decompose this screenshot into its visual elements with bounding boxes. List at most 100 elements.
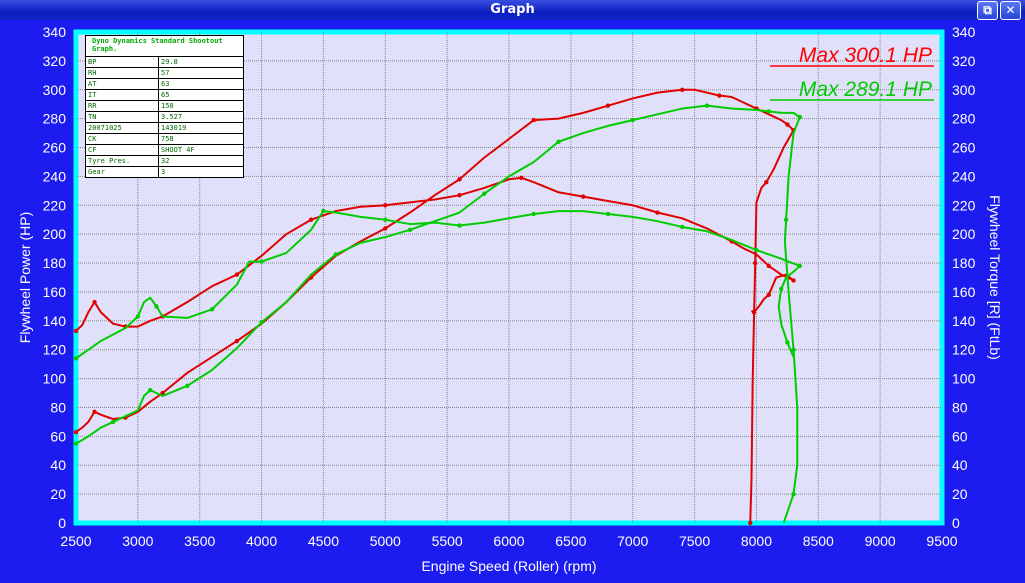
y-tick-label-left: 340	[43, 24, 67, 40]
data-point	[110, 419, 116, 425]
data-point	[791, 491, 796, 497]
data-point	[778, 286, 784, 292]
series-line-power-coastdown	[782, 116, 801, 524]
data-point	[754, 247, 759, 253]
x-tick-label: 8000	[741, 533, 772, 549]
y-tick-label-right: 120	[952, 342, 976, 358]
y2-axis-label: Flywheel Torque [R] (FtLb)	[987, 195, 1003, 360]
x-tick-label: 9500	[926, 533, 957, 549]
y-tick-label-right: 220	[952, 197, 976, 213]
info-value: 758	[158, 133, 243, 145]
y-tick-label-left: 260	[43, 140, 67, 156]
series-line-power	[75, 88, 795, 433]
y-tick-label-left: 160	[43, 284, 67, 300]
y-tick-label-right: 20	[952, 486, 968, 502]
data-point	[531, 117, 536, 123]
info-row: Gear 3	[86, 166, 243, 177]
info-key: IT	[86, 89, 159, 101]
x-tick-label: 4000	[246, 533, 277, 549]
info-key: TN	[86, 111, 159, 123]
info-value: 63	[158, 78, 243, 90]
info-key: CK	[86, 133, 159, 145]
y-tick-label-right: 200	[952, 226, 976, 242]
info-row: IT 65	[86, 89, 243, 101]
info-key: RR	[86, 100, 159, 112]
info-value: 150	[158, 100, 243, 112]
y-tick-label-right: 80	[952, 399, 968, 415]
close-button[interactable]: ✕	[1000, 1, 1021, 20]
info-value: 3.527	[158, 111, 243, 123]
restore-button[interactable]: ⧉	[977, 1, 998, 20]
x-tick-label: 2500	[60, 533, 91, 549]
data-point	[234, 338, 240, 344]
info-value: SHOOT 4F	[158, 144, 243, 156]
x-tick-label: 4500	[308, 533, 339, 549]
series-line-torque	[75, 176, 794, 332]
x-tick-label: 6000	[493, 533, 524, 549]
info-key: Gear	[86, 166, 159, 177]
x-tick-label: 9000	[865, 533, 896, 549]
y-tick-label-left: 40	[50, 457, 66, 473]
data-point	[73, 441, 79, 446]
info-key: BP	[86, 57, 159, 68]
y-axis-label: Flywheel Power (HP)	[17, 212, 33, 343]
data-point	[751, 309, 757, 315]
data-point	[752, 260, 758, 266]
data-point	[717, 93, 722, 98]
y-tick-label-right: 240	[952, 168, 976, 184]
data-point	[766, 263, 771, 269]
data-point	[383, 203, 388, 208]
data-point	[92, 409, 97, 415]
data-point	[785, 340, 790, 345]
data-point	[154, 304, 159, 309]
info-key: Tyre Pres.	[86, 155, 159, 167]
info-row: Tyre Pres. 32	[86, 155, 243, 167]
y-tick-label-right: 100	[952, 371, 976, 387]
data-point	[383, 217, 388, 222]
y-tick-label-right: 60	[952, 428, 968, 444]
y-tick-label-right: 320	[952, 53, 976, 69]
x-tick-label: 3000	[122, 533, 153, 549]
data-point	[519, 175, 524, 181]
info-key: CF	[86, 144, 159, 156]
data-point	[73, 429, 79, 435]
y-tick-label-left: 60	[50, 428, 66, 444]
y-tick-label-right: 340	[952, 24, 976, 40]
y-tick-label-left: 100	[43, 371, 67, 387]
series-line-torque-coastdown	[777, 265, 801, 358]
data-point	[680, 87, 685, 92]
data-point	[333, 252, 338, 257]
info-key: RH	[86, 67, 159, 79]
data-point	[764, 179, 769, 185]
info-value: 3	[158, 166, 243, 177]
data-point	[308, 217, 314, 222]
y-tick-label-right: 260	[952, 140, 976, 156]
y-tick-label-left: 280	[43, 111, 67, 127]
series-line-power-coastdown	[749, 129, 795, 524]
info-row: 20071025 143019	[86, 122, 243, 134]
data-point	[783, 217, 789, 222]
x-axis-label: Engine Speed (Roller) (rpm)	[421, 558, 596, 574]
y-tick-label-left: 20	[50, 486, 66, 502]
dyno-chart: 2500 3000 3500 4000 4500 5000 5500 6000 6500 7000…	[17, 24, 1003, 574]
data-point	[234, 272, 240, 277]
data-point	[605, 103, 611, 108]
info-value: 143019	[158, 122, 243, 134]
y-tick-label-left: 120	[43, 342, 67, 358]
x-tick-label: 5000	[370, 533, 401, 549]
data-point	[407, 227, 413, 233]
info-key: AT	[86, 78, 159, 90]
data-point	[785, 122, 790, 127]
info-row: CF SHOOT 4F	[86, 144, 243, 156]
y-tick-label-right: 0	[952, 515, 960, 531]
info-row: AT 63	[86, 78, 243, 90]
info-row: RH 57	[86, 67, 243, 79]
y-tick-label-left: 180	[43, 255, 67, 271]
y-tick-label-left: 200	[43, 226, 67, 242]
y-tick-label-left: 0	[58, 515, 66, 531]
data-point	[457, 223, 462, 228]
data-point	[531, 211, 536, 217]
data-point	[766, 292, 771, 298]
data-point	[655, 210, 660, 215]
